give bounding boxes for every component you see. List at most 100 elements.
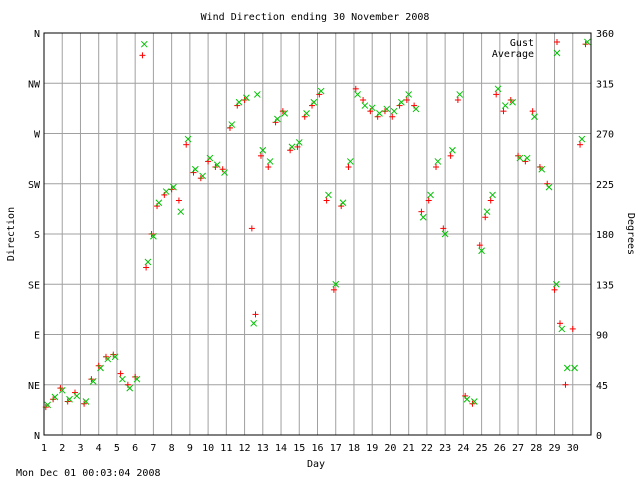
gust-point bbox=[440, 225, 447, 232]
average-point bbox=[317, 87, 325, 95]
average-point bbox=[266, 158, 274, 165]
average-point bbox=[578, 135, 586, 143]
gust-point bbox=[183, 141, 190, 148]
average-point bbox=[144, 258, 152, 266]
average-point bbox=[531, 113, 538, 121]
average-point bbox=[235, 98, 243, 106]
x-tick-label: 3 bbox=[77, 443, 83, 454]
x-tick-label: 7 bbox=[150, 443, 156, 454]
average-point bbox=[97, 364, 104, 372]
average-point bbox=[221, 169, 228, 176]
gust-point bbox=[577, 141, 584, 148]
x-tick-label: 1 bbox=[41, 443, 47, 454]
y-tick-label-left: N bbox=[34, 431, 40, 442]
average-point bbox=[274, 115, 281, 123]
gust-point bbox=[352, 85, 359, 92]
x-tick-label: 17 bbox=[330, 443, 342, 454]
average-point bbox=[295, 139, 303, 146]
average-point bbox=[184, 135, 192, 143]
x-tick-label: 12 bbox=[239, 443, 251, 454]
x-tick-label: 30 bbox=[567, 443, 579, 454]
gust-point bbox=[143, 264, 150, 271]
y-tick-label-left: E bbox=[34, 331, 40, 342]
average-point bbox=[470, 398, 478, 405]
average-point bbox=[281, 110, 289, 117]
average-point bbox=[104, 355, 112, 363]
gust-point bbox=[500, 108, 507, 115]
x-tick-label: 5 bbox=[114, 443, 120, 454]
average-point bbox=[563, 364, 571, 372]
average-point bbox=[489, 191, 496, 199]
average-point bbox=[583, 38, 591, 46]
average-point bbox=[419, 213, 427, 221]
y-tick-label-right: 45 bbox=[596, 381, 608, 392]
average-point bbox=[170, 183, 177, 191]
average-point bbox=[376, 110, 383, 117]
x-tick-label: 26 bbox=[494, 443, 506, 454]
average-point bbox=[177, 208, 185, 216]
gust-point bbox=[487, 197, 494, 204]
gust-point bbox=[252, 311, 259, 318]
gust-point bbox=[493, 91, 500, 98]
average-point bbox=[133, 375, 141, 383]
x-tick-label: 10 bbox=[202, 443, 214, 454]
average-point bbox=[449, 146, 456, 154]
average-point bbox=[303, 110, 310, 117]
y-tick-label-right: 270 bbox=[596, 130, 614, 141]
average-point bbox=[310, 98, 318, 106]
average-point bbox=[82, 398, 90, 405]
x-tick-label: 14 bbox=[275, 443, 287, 454]
average-point bbox=[412, 105, 420, 113]
x-tick-label: 23 bbox=[439, 443, 451, 454]
x-axis-label: Day bbox=[307, 459, 325, 470]
average-point bbox=[199, 172, 206, 180]
x-tick-label: 25 bbox=[476, 443, 488, 454]
average-point bbox=[213, 161, 221, 169]
x-tick-label: 2 bbox=[59, 443, 65, 454]
y-tick-label-left: NE bbox=[28, 381, 40, 392]
y-tick-label-left: W bbox=[34, 130, 41, 141]
average-point bbox=[66, 395, 73, 403]
x-tick-label: 19 bbox=[366, 443, 378, 454]
y-tick-label-right: 90 bbox=[596, 331, 608, 342]
average-point bbox=[501, 102, 509, 109]
gust-point bbox=[175, 197, 182, 204]
chart-title: Wind Direction ending 30 November 2008 bbox=[201, 12, 430, 23]
average-point bbox=[89, 378, 97, 385]
x-tick-label: 13 bbox=[257, 443, 269, 454]
average-point bbox=[119, 375, 126, 383]
gust-point bbox=[447, 152, 454, 159]
gust-point bbox=[418, 208, 425, 215]
average-point bbox=[58, 386, 66, 394]
x-tick-labels: 1 2 3 4 5 6 7 8 9 10 11 12 13 14 15 16 17 18 19 20 21 22 23 24 2… bbox=[41, 443, 579, 454]
average-point bbox=[155, 199, 163, 207]
average-point bbox=[51, 393, 59, 401]
average-point bbox=[191, 165, 199, 173]
x-tick-label: 24 bbox=[457, 443, 469, 454]
x-tick-label: 15 bbox=[293, 443, 305, 454]
average-point bbox=[162, 188, 170, 195]
x-tick-label: 16 bbox=[311, 443, 323, 454]
x-tick-label: 9 bbox=[187, 443, 193, 454]
average-point bbox=[339, 199, 347, 207]
average-point bbox=[558, 325, 566, 333]
gust-point bbox=[330, 286, 337, 293]
x-tick-label: 18 bbox=[348, 443, 360, 454]
x-tick-label: 6 bbox=[132, 443, 138, 454]
average-point bbox=[354, 91, 361, 98]
gust-point bbox=[433, 164, 440, 170]
x-tick-label: 27 bbox=[512, 443, 524, 454]
average-point bbox=[571, 364, 578, 372]
gust-point bbox=[265, 164, 272, 170]
y-tick-label-right: 180 bbox=[596, 230, 614, 241]
average-point bbox=[73, 392, 81, 400]
gust-point bbox=[257, 152, 264, 159]
y-tick-label-right: 315 bbox=[596, 79, 614, 90]
gust-point bbox=[476, 242, 483, 249]
grid bbox=[43, 32, 591, 436]
gust-point bbox=[551, 286, 558, 293]
average-point bbox=[545, 183, 553, 191]
average-point bbox=[346, 158, 354, 165]
gust-point bbox=[248, 225, 255, 232]
y-tick-label-left: NW bbox=[28, 79, 41, 90]
